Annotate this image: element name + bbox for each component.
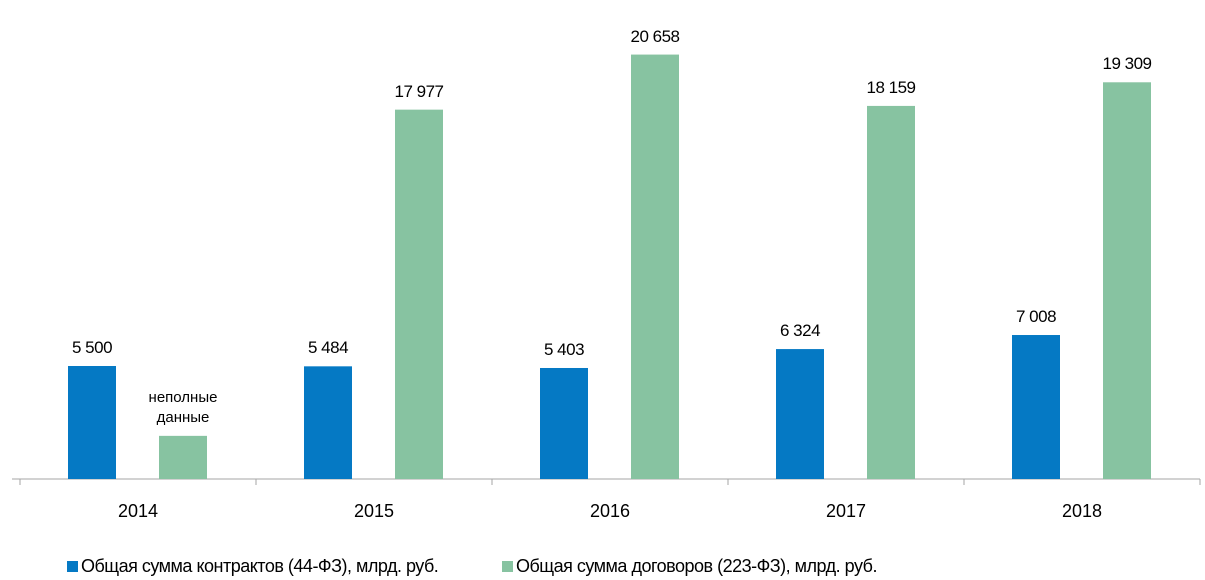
x-tick-label: 2016 bbox=[590, 501, 630, 521]
legend-swatch bbox=[502, 561, 513, 572]
bar bbox=[395, 109, 443, 480]
bar bbox=[776, 349, 824, 479]
bar bbox=[540, 367, 588, 479]
legend-swatch bbox=[67, 561, 78, 572]
bar bbox=[631, 54, 679, 480]
bar bbox=[68, 366, 116, 479]
bar bbox=[159, 435, 207, 479]
data-label: 18 159 bbox=[866, 77, 917, 97]
x-tick-label: 2017 bbox=[826, 501, 866, 521]
data-label: 20 658 bbox=[630, 26, 681, 46]
data-label: 19 309 bbox=[1102, 54, 1153, 74]
x-tick-label: 2018 bbox=[1062, 501, 1102, 521]
x-tick-label: 2014 bbox=[118, 501, 158, 521]
data-label: 5 500 bbox=[71, 338, 113, 357]
bar bbox=[1012, 335, 1060, 479]
bar bbox=[1103, 82, 1151, 480]
data-label: 17 977 bbox=[394, 81, 445, 101]
data-label: неполные данные bbox=[148, 388, 218, 426]
legend-label: Общая сумма договоров (223-ФЗ), млрд. ру… bbox=[516, 556, 877, 576]
x-tick-label: 2015 bbox=[354, 501, 394, 521]
data-label: 7 008 bbox=[1015, 307, 1057, 327]
bar bbox=[867, 105, 915, 479]
legend-label: Общая сумма контрактов (44-ФЗ), млрд. ру… bbox=[81, 556, 438, 576]
bar bbox=[304, 366, 352, 479]
data-label: 5 403 bbox=[543, 339, 585, 359]
data-label: 5 484 bbox=[307, 338, 349, 358]
data-label: 6 324 bbox=[779, 321, 821, 341]
